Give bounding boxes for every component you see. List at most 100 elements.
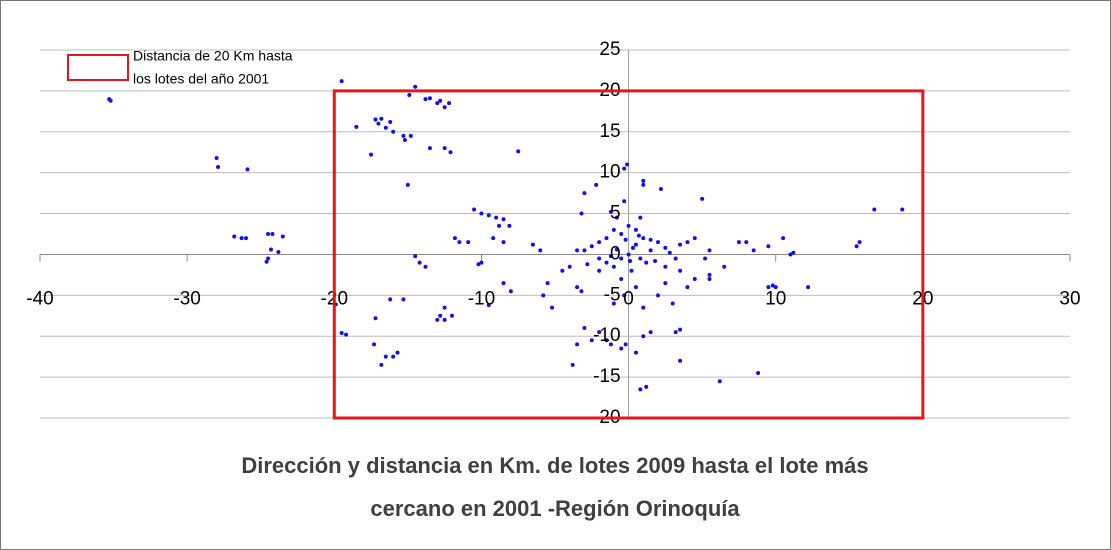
x-tick-label: -10: [468, 288, 495, 309]
point: [751, 248, 756, 253]
point: [427, 146, 432, 151]
point: [636, 233, 641, 238]
point: [214, 155, 219, 160]
point: [685, 240, 690, 245]
point: [344, 332, 349, 337]
point: [872, 207, 877, 212]
point: [497, 223, 502, 228]
y-tick-label: 0: [610, 243, 621, 264]
point: [413, 84, 418, 89]
point: [269, 247, 274, 252]
point: [744, 240, 749, 245]
point: [575, 248, 580, 253]
point: [582, 248, 587, 253]
point: [594, 182, 599, 187]
x-tick-label: 10: [765, 288, 786, 309]
point: [266, 256, 271, 261]
point: [570, 362, 575, 367]
point: [408, 133, 413, 138]
point: [638, 256, 643, 261]
point: [703, 256, 708, 261]
point: [685, 285, 690, 290]
point: [648, 237, 653, 242]
point: [766, 244, 771, 249]
point: [560, 268, 565, 273]
point: [401, 297, 406, 302]
legend-label: Distancia de 20 Km hasta: [133, 48, 293, 64]
point: [656, 293, 660, 298]
point: [423, 264, 428, 269]
point: [486, 213, 491, 218]
point: [379, 362, 384, 367]
point: [604, 236, 609, 241]
point: [239, 236, 244, 241]
point: [391, 354, 396, 359]
point: [108, 98, 113, 103]
point: [781, 236, 786, 241]
point: [638, 387, 643, 392]
point: [641, 334, 646, 339]
point: [435, 101, 440, 106]
point: [622, 293, 627, 298]
point: [648, 248, 653, 253]
point: [633, 242, 638, 247]
point: [692, 236, 697, 241]
point: [435, 317, 440, 322]
point: [619, 346, 624, 351]
point: [663, 264, 668, 269]
point: [501, 240, 506, 245]
point: [266, 232, 271, 236]
point: [501, 281, 506, 286]
point: [788, 252, 793, 257]
point: [857, 240, 862, 245]
point: [773, 285, 778, 290]
x-tick-label: 0: [623, 288, 634, 309]
point: [567, 264, 572, 269]
point: [597, 268, 602, 273]
point: [619, 256, 624, 261]
point: [388, 119, 393, 124]
point: [717, 379, 722, 384]
point: [280, 234, 285, 239]
point: [900, 207, 905, 212]
point: [622, 199, 627, 204]
point: [494, 215, 499, 220]
point: [407, 92, 412, 97]
point: [373, 117, 378, 122]
point: [427, 96, 432, 101]
point: [658, 187, 663, 192]
point: [597, 240, 602, 245]
point: [614, 247, 619, 252]
point: [516, 149, 521, 154]
point: [438, 98, 443, 103]
y-tick-label: 25: [599, 39, 620, 60]
point: [423, 97, 428, 102]
point: [244, 236, 248, 241]
point: [264, 259, 269, 264]
point: [633, 285, 638, 290]
point: [638, 215, 643, 220]
point: [604, 338, 609, 343]
point: [641, 305, 646, 310]
y-tick-label: -5: [604, 284, 621, 305]
point: [678, 358, 683, 363]
point: [589, 244, 594, 249]
point: [245, 167, 250, 172]
point: [579, 289, 584, 294]
point: [791, 250, 796, 255]
point: [442, 146, 447, 151]
point: [379, 116, 384, 121]
legend-swatch: [67, 54, 129, 81]
point: [756, 371, 761, 376]
point: [491, 236, 496, 241]
point: [530, 242, 535, 247]
point: [700, 196, 705, 201]
point: [626, 223, 631, 228]
point: [401, 133, 406, 138]
point: [692, 276, 697, 281]
point: [479, 211, 484, 216]
point: [628, 258, 633, 263]
point: [653, 258, 658, 263]
point: [388, 297, 393, 302]
point: [466, 240, 471, 245]
